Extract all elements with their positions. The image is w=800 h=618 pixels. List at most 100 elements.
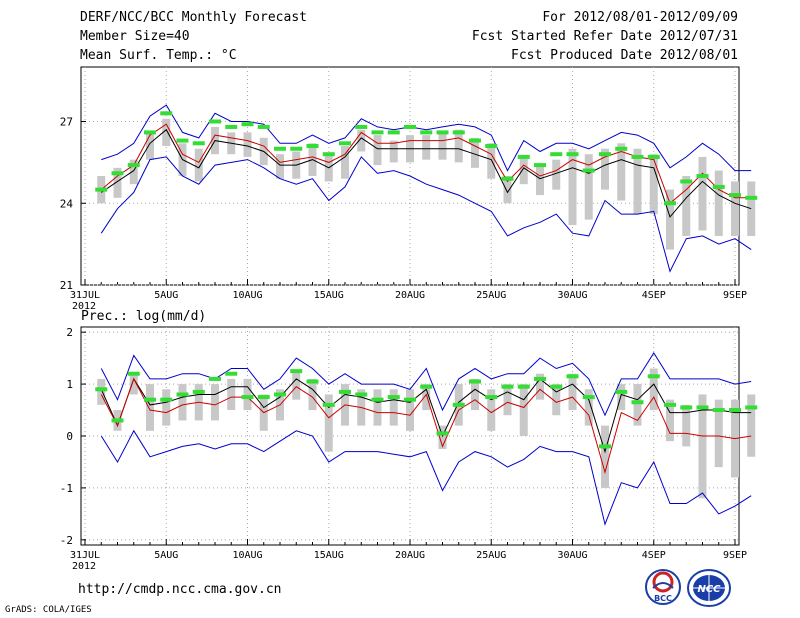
forecast-marker — [647, 374, 660, 379]
x-tick-label: 31JUL — [70, 550, 100, 561]
forecast-marker — [355, 392, 368, 397]
lower-series-line — [100, 156, 752, 273]
forecast-marker — [745, 195, 758, 200]
forecast-marker — [680, 179, 693, 184]
forecast-marker — [371, 397, 384, 402]
spread-bar — [162, 389, 171, 426]
forecast-period: For 2012/08/01-2012/09/09 — [542, 10, 738, 25]
spread-bar — [227, 378, 236, 411]
spread-bar — [666, 189, 674, 250]
forecast-marker — [322, 152, 335, 157]
forecast-marker — [517, 384, 530, 389]
forecast-marker — [534, 163, 546, 168]
spread-bar — [422, 384, 431, 411]
x-tick-label: 20AUG — [395, 550, 425, 561]
grads-credit: GrADS: COLA/IGES — [5, 605, 92, 615]
spread-bar — [211, 384, 219, 421]
spread-bar — [292, 371, 301, 400]
forecast-marker — [274, 146, 286, 151]
spread-bar — [243, 132, 252, 157]
spread-bar — [113, 167, 122, 198]
spread-bar — [487, 389, 496, 431]
y-tick-label: 2 — [66, 326, 73, 339]
spread-bar — [601, 148, 609, 190]
spread-bar — [747, 181, 756, 236]
spread-bar — [308, 378, 317, 411]
forecast-marker — [290, 369, 303, 374]
forecast-marker — [631, 400, 644, 405]
forecast-marker — [355, 124, 368, 129]
bcc-logo-text: BCC — [654, 594, 672, 603]
spread-bar — [373, 135, 382, 166]
forecast-marker — [371, 130, 384, 135]
spread-bar — [519, 384, 528, 436]
spread-bar — [536, 373, 544, 400]
forecast-produced-date: Fcst Produced Date 2012/08/01 — [511, 48, 738, 63]
temperature-variable-label: Mean Surf. Temp.: °C — [80, 48, 237, 63]
x-tick-label: 30AUG — [557, 290, 587, 301]
forecast-marker — [241, 122, 254, 127]
forecast-marker — [404, 124, 416, 129]
spread-bar — [146, 384, 154, 431]
forecast-marker — [322, 402, 335, 407]
forecast-marker — [615, 146, 628, 151]
forecast-marker — [599, 444, 611, 449]
forecast-marker — [176, 392, 189, 397]
spread-bar — [276, 154, 284, 179]
forecast-marker — [647, 154, 660, 159]
spread-bar — [243, 378, 252, 411]
spread-bar — [129, 373, 138, 395]
spread-bar — [714, 170, 723, 236]
spread-bar — [454, 129, 463, 163]
forecast-marker — [192, 389, 205, 394]
forecast-marker — [729, 193, 741, 198]
forecast-marker — [176, 138, 189, 143]
forecast-marker — [582, 168, 595, 173]
y-tick-label: -1 — [60, 482, 73, 495]
x-tick-label: 15AUG — [314, 550, 344, 561]
precipitation-variable-label: Prec.: log(mm/d) — [81, 309, 206, 324]
forecast-marker — [712, 408, 725, 413]
spread-bar — [487, 143, 496, 179]
x-tick-label: 9SEP — [723, 550, 747, 561]
forecast-marker — [469, 379, 481, 384]
x-tick-label: 4SEP — [642, 550, 666, 561]
y-tick-label: -2 — [60, 534, 73, 547]
spread-bar — [519, 156, 528, 185]
spread-bar — [536, 165, 544, 196]
spread-bar — [324, 394, 333, 452]
forecast-marker — [696, 174, 709, 178]
forecast-marker — [517, 154, 530, 159]
x-tick-label: 9SEP — [723, 290, 747, 301]
forecast-marker — [209, 119, 221, 124]
forecast-marker — [209, 376, 221, 381]
x-tick-label: 25AUG — [476, 550, 506, 561]
forecast-marker — [485, 395, 498, 400]
forecast-marker — [664, 201, 676, 206]
forecast-marker — [160, 397, 173, 402]
forecast-marker — [306, 144, 319, 149]
spread-bar — [568, 148, 577, 226]
ncc-logo-icon: NCC — [687, 569, 731, 607]
spread-bar — [389, 389, 398, 426]
forecast-marker — [712, 184, 725, 189]
forecast-marker — [257, 124, 270, 129]
spread-bar — [714, 399, 723, 468]
forecast-marker — [225, 124, 238, 129]
spread-bar — [584, 154, 593, 220]
bcc-logo-icon: BCC — [645, 569, 681, 605]
x-tick-label: 31JUL — [70, 290, 100, 301]
forecast-marker — [485, 144, 498, 149]
spread-bar — [601, 425, 609, 488]
x-tick-label: 10AUG — [232, 550, 262, 561]
forecast-marker — [615, 389, 628, 394]
forecast-marker — [111, 171, 124, 176]
forecast-marker — [420, 384, 433, 389]
source-url[interactable]: http://cmdp.ncc.cma.gov.cn — [78, 582, 282, 597]
spread-bar — [731, 181, 739, 236]
ncc-logo-text: NCC — [697, 584, 721, 595]
forecast-marker — [729, 408, 741, 413]
forecast-marker — [257, 395, 270, 400]
forecast-marker — [339, 389, 351, 394]
